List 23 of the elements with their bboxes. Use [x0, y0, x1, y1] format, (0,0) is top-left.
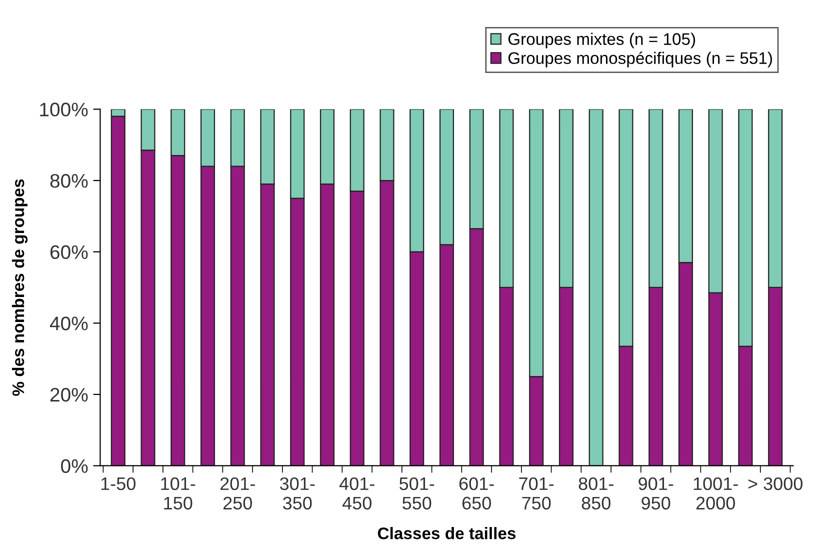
x-tick-label: 1-50 — [101, 477, 136, 490]
y-tick-label: 20% — [50, 388, 88, 402]
x-tick-label: 301- 350 — [280, 477, 315, 510]
x-tick-label: 901- 950 — [638, 477, 674, 510]
y-axis-title: % des nombres de groupes — [12, 179, 28, 396]
x-tick-label: 101- 150 — [161, 477, 196, 510]
y-tick-label: 60% — [50, 245, 88, 260]
x-tick-label: 601- 650 — [459, 477, 494, 510]
legend-label: Groupes mixtes (n = 105) — [508, 32, 696, 48]
y-tick-label: 0% — [61, 459, 88, 473]
x-tick-label: 801- 850 — [578, 477, 614, 510]
x-tick-label: 1001- 2000 — [694, 477, 738, 510]
y-tick-label: 80% — [50, 174, 88, 188]
legend-label: Groupes monospécifiques (n = 551) — [508, 52, 772, 68]
y-tick-label: 40% — [50, 316, 88, 330]
x-tick-label: 501- 550 — [400, 477, 434, 510]
x-tick-label: 401- 450 — [339, 477, 374, 510]
y-tick-label: 100% — [40, 102, 88, 116]
x-axis-title: Classes de tailles — [378, 527, 516, 540]
x-tick-label: > 3000 — [748, 477, 802, 490]
x-tick-label: 201- 250 — [220, 477, 255, 510]
x-tick-label: 701- 750 — [519, 477, 554, 510]
bar — [588, 109, 604, 466]
